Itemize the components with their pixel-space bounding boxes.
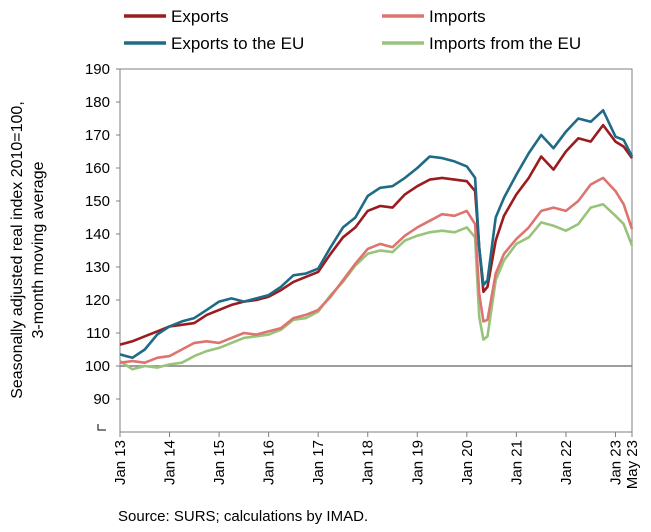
y-tick-label: 160 [85, 160, 110, 177]
x-tick-label: Jan 18 [360, 440, 377, 485]
x-tick-label: Jan 15 [211, 440, 228, 485]
x-tick-label: May 23 [624, 440, 641, 489]
x-tick-label: Jan 19 [409, 440, 426, 485]
y-tick-label: 130 [85, 259, 110, 276]
series-line-imports [119, 176, 634, 364]
y-tick-label: 90 [93, 391, 110, 408]
y-axis-title: Seasonally adjusted real index 2010=100,… [9, 101, 47, 399]
axis-break-mark [97, 424, 106, 431]
y-tick-label: 140 [85, 226, 110, 243]
series-line-imports-from-the-eu [119, 203, 634, 371]
series-line-exports [119, 123, 634, 346]
x-tick-label: Jan 13 [112, 440, 129, 485]
source-note: Source: SURS; calculations by IMAD. [118, 508, 369, 525]
x-tick-label: Jan 20 [459, 440, 476, 485]
legend-label: Exports [171, 7, 229, 26]
x-tick-label: Jan 21 [508, 440, 525, 485]
y-tick-label: 120 [85, 292, 110, 309]
y-tick-label: 170 [85, 127, 110, 144]
y-tick-label: 190 [85, 61, 110, 78]
x-tick-label: Jan 23 [607, 440, 624, 485]
x-tick-label: Jan 22 [558, 440, 575, 485]
y-tick-label: 180 [85, 94, 110, 111]
x-tick-label: Jan 14 [162, 440, 179, 485]
y-tick-label: 150 [85, 193, 110, 210]
legend-label: Imports from the EU [429, 34, 581, 53]
series-line-exports-to-the-eu [119, 109, 634, 360]
legend-label: Exports to the EU [171, 34, 304, 53]
y-tick-label: 100 [85, 358, 110, 375]
plot-area [119, 68, 634, 433]
legend: Exports Imports Exports to the EU Imports f… [124, 7, 581, 53]
y-tick-label: 110 [86, 325, 110, 342]
x-axis: Jan 13 Jan 14 Jan 15 Jan 16 Jan 17 Jan 18 Jan … [112, 432, 641, 489]
x-tick-label: Jan 16 [261, 440, 278, 485]
x-tick-label: Jan 17 [310, 440, 327, 485]
plot-frame [119, 68, 633, 433]
legend-label: Imports [429, 7, 486, 26]
y-axis: 90 100 110 120 130 140 150 160 170 180 190 [85, 61, 120, 431]
y-axis-title-line: Seasonally adjusted real index 2010=100, [9, 101, 26, 399]
y-axis-title-line: 3-month moving average [30, 161, 47, 338]
